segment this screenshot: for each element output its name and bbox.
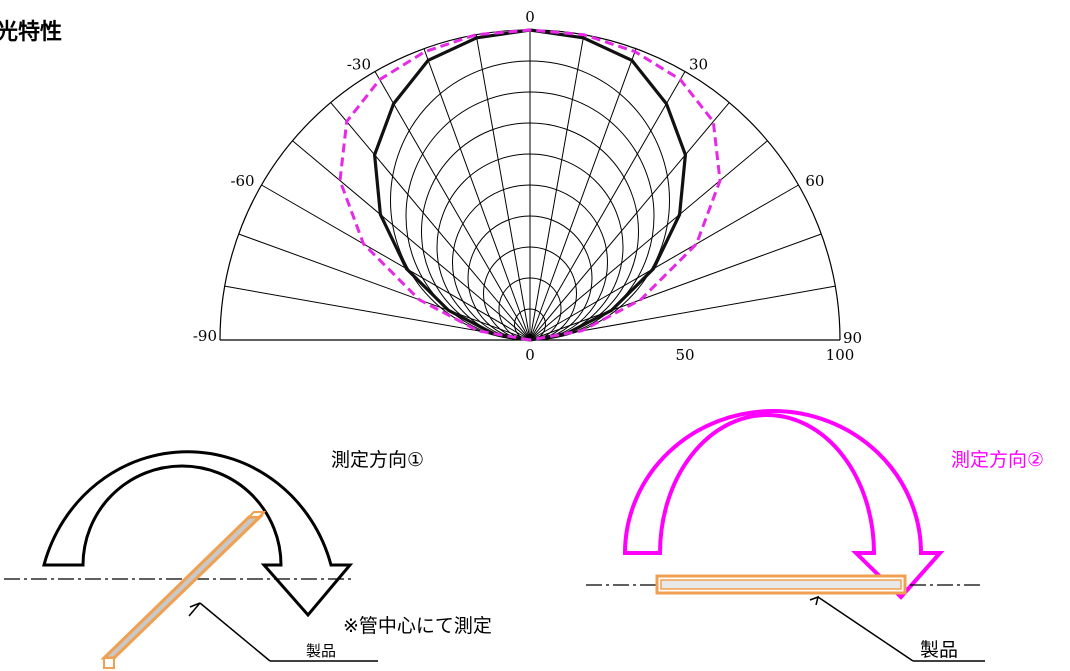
direction-1-label: 測定方向① bbox=[331, 449, 424, 471]
polar-grid-ray bbox=[374, 71, 531, 341]
angle-tick-label: 90 bbox=[843, 329, 862, 347]
series-direction-2-curve bbox=[338, 28, 722, 342]
radial-tick-label: 100 bbox=[826, 346, 855, 364]
angle-tick-label: -30 bbox=[347, 56, 371, 74]
product-1 bbox=[100, 511, 267, 669]
polar-grid-ray bbox=[261, 184, 531, 341]
polar-grid-ray bbox=[529, 48, 637, 341]
polar-grid-ray bbox=[529, 71, 686, 341]
polar-tick-labels: -90 -60 -30 0 30 60 90 0 50 100 bbox=[193, 8, 862, 364]
angle-tick-label: 60 bbox=[805, 172, 824, 190]
polar-series bbox=[338, 28, 722, 342]
polar-grid-ray bbox=[292, 140, 531, 341]
polar-chart: -90 -60 -30 0 30 60 90 0 50 100 bbox=[193, 8, 862, 364]
measurement-note: ※管中心にて測定 bbox=[343, 615, 492, 637]
polar-grid-ray bbox=[529, 233, 822, 341]
product-label-2: 製品 bbox=[920, 639, 958, 661]
polar-grid-ray bbox=[423, 48, 531, 341]
polar-grid-ray bbox=[224, 285, 531, 341]
angle-tick-label: -60 bbox=[230, 172, 254, 190]
polar-grid bbox=[219, 29, 841, 341]
polar-grid-ray bbox=[529, 184, 799, 341]
polar-grid-ray bbox=[529, 102, 730, 341]
radial-tick-label: 0 bbox=[525, 346, 535, 364]
polar-grid-ray bbox=[330, 102, 531, 341]
angle-tick-label: 30 bbox=[689, 56, 708, 74]
product-2 bbox=[655, 574, 907, 595]
angle-tick-label: -90 bbox=[193, 327, 217, 345]
polar-grid-ray bbox=[475, 34, 531, 341]
direction-2-arrow bbox=[622, 409, 945, 600]
radial-tick-label: 50 bbox=[675, 346, 694, 364]
polar-grid-ray bbox=[529, 34, 585, 341]
polar-grid-ray bbox=[238, 233, 531, 341]
angle-tick-label: 0 bbox=[525, 8, 535, 26]
polar-grid-ray bbox=[529, 140, 768, 341]
direction-1-diagram: 測定方向① 製品 ※管中心にて測定 bbox=[4, 449, 492, 669]
direction-2-label: 測定方向② bbox=[951, 449, 1044, 471]
direction-2-diagram: 測定方向② 製品 bbox=[586, 409, 1044, 662]
product-label-1: 製品 bbox=[306, 642, 336, 660]
direction-1-arrow bbox=[42, 450, 354, 618]
chart-title: 配光特性 bbox=[0, 20, 63, 45]
